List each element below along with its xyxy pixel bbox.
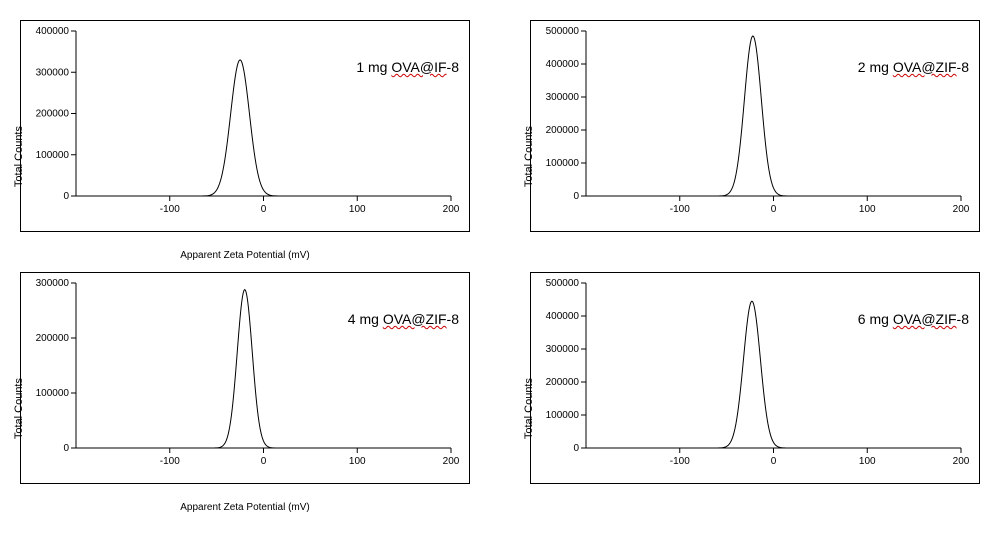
svg-text:200: 200 xyxy=(953,204,970,215)
chart-svg: -100 0 100 200 0 100000 200000 300000 400000 5000… xyxy=(531,273,971,483)
svg-text:0: 0 xyxy=(63,443,69,454)
series-label: 2 mg OVA@ZIF-8 xyxy=(858,59,969,75)
xlabel: Apparent Zeta Potential (mV) xyxy=(180,250,310,261)
svg-text:0: 0 xyxy=(771,456,777,467)
ylabel: Total Counts xyxy=(13,378,25,439)
svg-text:400000: 400000 xyxy=(36,26,70,37)
label-prefix: 4 mg xyxy=(348,311,383,327)
svg-text:0: 0 xyxy=(573,191,579,202)
svg-text:200000: 200000 xyxy=(546,377,580,388)
svg-text:300000: 300000 xyxy=(546,92,580,103)
svg-text:200000: 200000 xyxy=(36,333,70,344)
chart-svg: -100 0 100 200 0 100000 200000 300000 400000 5000… xyxy=(531,21,971,231)
svg-text:300000: 300000 xyxy=(36,278,70,289)
svg-text:200: 200 xyxy=(953,456,970,467)
svg-text:100: 100 xyxy=(349,456,366,467)
svg-text:200000: 200000 xyxy=(546,125,580,136)
label-wavy: OVA@ZIF xyxy=(893,59,957,75)
svg-text:200: 200 xyxy=(443,456,460,467)
svg-text:100: 100 xyxy=(859,204,876,215)
label-suffix: -8 xyxy=(957,59,969,75)
series-label: 1 mg OVA@IF-8 xyxy=(356,59,459,75)
label-wavy: OVA@ZIF xyxy=(893,311,957,327)
svg-text:100: 100 xyxy=(349,204,366,215)
svg-text:300000: 300000 xyxy=(546,344,580,355)
svg-text:100000: 100000 xyxy=(36,388,70,399)
panel-6mg: Total Counts 6 mg OVA@ZIF-8 -10001002000… xyxy=(530,272,980,484)
svg-text:0: 0 xyxy=(771,204,777,215)
svg-text:-100: -100 xyxy=(160,204,180,215)
svg-text:200000: 200000 xyxy=(36,109,70,120)
svg-text:100000: 100000 xyxy=(546,410,580,421)
xlabel: Apparent Zeta Potential (mV) xyxy=(180,502,310,513)
label-prefix: 1 mg xyxy=(356,59,391,75)
panel-4mg: Total Counts Apparent Zeta Potential (mV… xyxy=(20,272,470,484)
label-suffix: -8 xyxy=(447,59,459,75)
label-wavy: OVA@ZIF xyxy=(383,311,447,327)
svg-text:400000: 400000 xyxy=(546,59,580,70)
label-prefix: 6 mg xyxy=(858,311,893,327)
svg-text:500000: 500000 xyxy=(546,26,580,37)
svg-text:-100: -100 xyxy=(670,456,690,467)
panel-1mg: Total Counts Apparent Zeta Potential (mV… xyxy=(20,20,470,232)
label-suffix: -8 xyxy=(957,311,969,327)
svg-text:-100: -100 xyxy=(160,456,180,467)
chart-grid: Total Counts Apparent Zeta Potential (mV… xyxy=(20,20,980,484)
ylabel: Total Counts xyxy=(523,126,535,187)
svg-text:0: 0 xyxy=(261,204,267,215)
svg-text:100000: 100000 xyxy=(36,150,70,161)
svg-text:0: 0 xyxy=(63,191,69,202)
svg-text:0: 0 xyxy=(261,456,267,467)
svg-text:-100: -100 xyxy=(670,204,690,215)
svg-text:100: 100 xyxy=(859,456,876,467)
svg-text:200: 200 xyxy=(443,204,460,215)
chart-svg: -100 0 100 200 0 100000 200000 300000 400000 xyxy=(21,21,461,231)
label-prefix: 2 mg xyxy=(858,59,893,75)
chart-svg: -100 0 100 200 0 100000 200000 300000 xyxy=(21,273,461,483)
panel-2mg: Total Counts 2 mg OVA@ZIF-8 -10001002000… xyxy=(530,20,980,232)
series-label: 4 mg OVA@ZIF-8 xyxy=(348,311,459,327)
label-suffix: -8 xyxy=(447,311,459,327)
svg-text:300000: 300000 xyxy=(36,67,70,78)
ylabel: Total Counts xyxy=(13,126,25,187)
svg-text:500000: 500000 xyxy=(546,278,580,289)
ylabel: Total Counts xyxy=(523,378,535,439)
svg-text:0: 0 xyxy=(573,443,579,454)
svg-text:100000: 100000 xyxy=(546,158,580,169)
label-wavy: OVA@IF xyxy=(391,59,446,75)
svg-text:400000: 400000 xyxy=(546,311,580,322)
series-label: 6 mg OVA@ZIF-8 xyxy=(858,311,969,327)
